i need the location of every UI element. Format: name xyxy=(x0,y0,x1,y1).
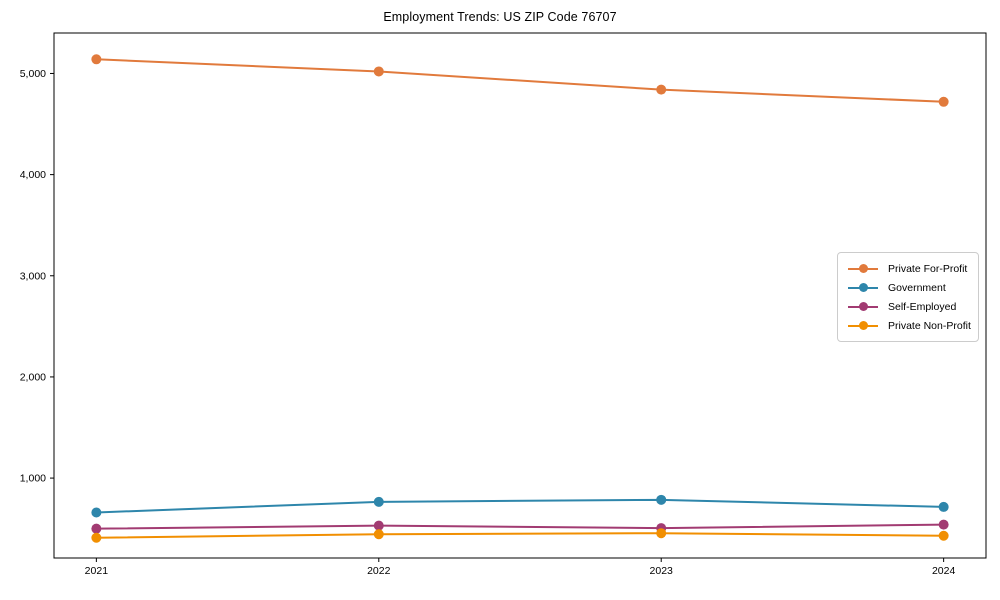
legend-label: Self-Employed xyxy=(888,300,957,313)
legend-item-private-non-profit: Private Non-Profit xyxy=(848,316,971,335)
legend-item-private-for-profit: Private For-Profit xyxy=(848,259,970,278)
legend-label: Private For-Profit xyxy=(888,262,968,275)
data-point-government-2023 xyxy=(656,494,667,505)
data-point-government-2024 xyxy=(938,501,949,512)
legend-label: Private Non-Profit xyxy=(888,319,971,332)
plot-border xyxy=(53,32,987,559)
data-point-self-employed-2021 xyxy=(91,523,102,534)
y-tick-label: 1,000 xyxy=(20,473,46,485)
legend-label: Government xyxy=(888,281,946,294)
chart-title: Employment Trends: US ZIP Code 76707 xyxy=(383,10,617,24)
data-point-government-2022 xyxy=(373,496,384,507)
series-line-government xyxy=(95,498,945,514)
series-line-private-non-profit xyxy=(95,532,945,539)
series-line-private-for-profit xyxy=(95,58,945,103)
y-tick-label: 3,000 xyxy=(20,270,46,282)
data-point-private-non-profit-2022 xyxy=(373,529,384,540)
x-tick-label: 2021 xyxy=(85,565,109,577)
data-point-private-for-profit-2022 xyxy=(373,66,384,77)
legend-marker-icon xyxy=(848,321,878,331)
data-point-government-2021 xyxy=(91,507,102,518)
data-point-private-for-profit-2024 xyxy=(938,96,949,107)
legend-marker-icon xyxy=(848,283,878,293)
legend-marker-icon xyxy=(848,264,878,274)
x-tick-label: 2022 xyxy=(367,565,391,577)
data-point-self-employed-2022 xyxy=(373,520,384,531)
data-point-private-non-profit-2024 xyxy=(938,530,949,541)
x-tick-label: 2023 xyxy=(650,565,674,577)
legend-item-self-employed: Self-Employed xyxy=(848,297,970,316)
y-tick-label: 5,000 xyxy=(20,68,46,80)
legend-item-government: Government xyxy=(848,278,970,297)
data-point-private-non-profit-2023 xyxy=(656,528,667,539)
data-point-self-employed-2024 xyxy=(938,519,949,530)
series-line-self-employed xyxy=(95,523,945,530)
legend: Private For-Profit Government Self-Employe… xyxy=(837,252,979,342)
legend-marker-icon xyxy=(848,302,878,312)
data-point-private-for-profit-2021 xyxy=(91,54,102,65)
y-tick-label: 4,000 xyxy=(20,169,46,181)
data-point-private-non-profit-2021 xyxy=(91,532,102,543)
x-tick-label: 2024 xyxy=(932,565,956,577)
data-point-private-for-profit-2023 xyxy=(656,84,667,95)
y-tick-label: 2,000 xyxy=(20,371,46,383)
